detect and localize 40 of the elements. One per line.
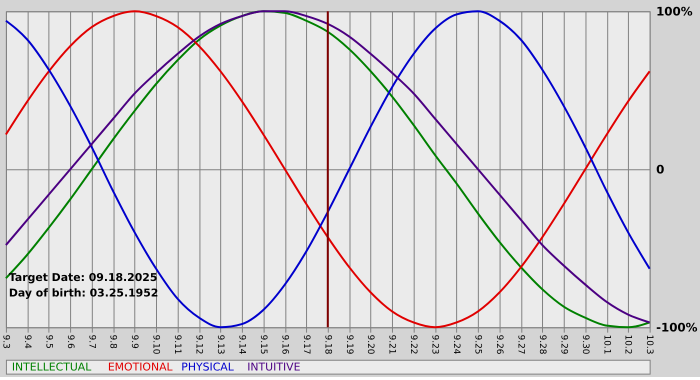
- x-tick-label: 10.2: [622, 334, 633, 354]
- x-tick-label: 9.3: [0, 334, 10, 349]
- text: EMOTIONAL: [108, 360, 173, 374]
- x-tick-label: 9.26: [494, 334, 504, 355]
- text: INTUITIVE: [247, 360, 301, 374]
- x-tick-label: 9.8: [108, 334, 118, 350]
- x-tick-label: 10.1: [601, 334, 612, 354]
- x-tick-label: 10.3: [644, 334, 654, 354]
- x-tick-label: 9.6: [64, 334, 75, 350]
- x-tick-label: 9.23: [430, 334, 440, 354]
- x-tick-label: 9.9: [129, 334, 140, 350]
- y-tick-label: 100%: [656, 4, 693, 19]
- x-tick-label: 9.15: [258, 334, 268, 354]
- x-tick-label: 9.25: [472, 334, 483, 354]
- x-tick-label: 9.17: [300, 334, 311, 354]
- x-tick-label: 9.16: [279, 334, 290, 355]
- x-tick-label: 9.28: [536, 334, 547, 355]
- x-tick-label: 9.7: [86, 334, 96, 349]
- x-tick-label: 9.27: [515, 334, 526, 354]
- x-tick-label: 9.14: [236, 334, 246, 355]
- x-tick-label: 9.30: [580, 334, 590, 355]
- x-tick-label: 9.18: [322, 334, 332, 355]
- x-tick-label: 9.24: [451, 334, 462, 355]
- x-tick-label: 9.19: [344, 334, 354, 355]
- x-tick-label: 9.4: [22, 334, 32, 350]
- x-tick-label: 9.5: [43, 334, 54, 349]
- x-tick-label: 9.21: [386, 334, 397, 354]
- x-tick-label: 9.20: [365, 334, 376, 355]
- text: PHYSICAL: [181, 360, 234, 374]
- y-tick-label: 0: [656, 162, 664, 177]
- x-tick-label: 9.10: [150, 334, 161, 355]
- x-tick-label: 9.22: [408, 334, 418, 354]
- x-tick-label: 9.11: [172, 334, 182, 354]
- x-tick-label: 9.13: [215, 334, 226, 354]
- annotation: Day of birth: 03.25.1952: [8, 286, 158, 300]
- text: INTELLECTUAL: [12, 360, 92, 374]
- x-tick-label: 9.12: [194, 334, 204, 354]
- annotation: Target Date: 09.18.2025: [8, 270, 158, 284]
- y-tick-label: -100%: [656, 320, 698, 335]
- x-tick-label: 9.29: [558, 334, 568, 355]
